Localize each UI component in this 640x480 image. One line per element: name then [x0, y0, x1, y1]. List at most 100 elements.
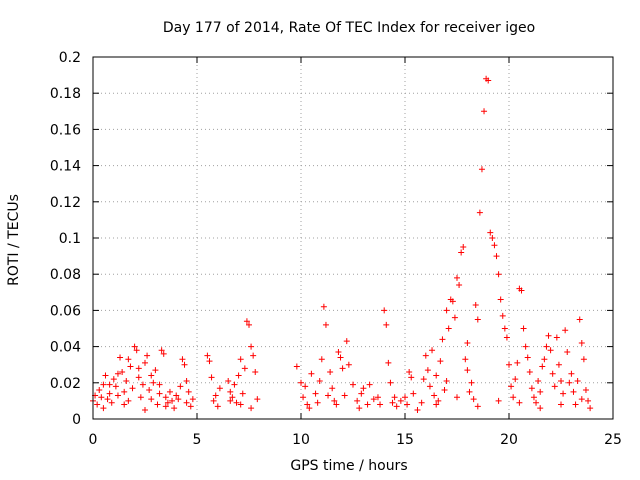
grid: [93, 57, 613, 419]
data-point: [470, 396, 477, 403]
data-point: [535, 377, 542, 384]
data-point: [537, 405, 544, 412]
data-point: [366, 381, 373, 388]
data-point: [443, 377, 450, 384]
data-point: [293, 363, 300, 370]
data-point: [397, 397, 404, 404]
data-point: [100, 405, 107, 412]
data-point: [148, 396, 155, 403]
y-tick-label: 0.18: [50, 86, 81, 102]
data-point: [474, 316, 481, 323]
data-point: [350, 381, 356, 388]
x-tick-label: 0: [89, 432, 98, 448]
data-point: [125, 397, 132, 404]
data-point: [508, 383, 515, 390]
data-point: [472, 301, 479, 308]
data-point: [404, 401, 411, 408]
x-axis-label: GPS time / hours: [290, 458, 407, 474]
data-point: [175, 396, 182, 403]
y-tick-label: 0.06: [50, 303, 81, 319]
data-point: [144, 352, 151, 359]
data-point: [229, 394, 236, 401]
data-point: [524, 354, 531, 361]
data-point: [127, 363, 134, 370]
data-point: [574, 377, 581, 384]
y-tick-label: 0.14: [50, 159, 81, 175]
data-point: [121, 388, 128, 395]
data-point: [327, 368, 334, 375]
x-tick-label: 5: [193, 432, 202, 448]
data-point: [429, 347, 436, 354]
data-point: [248, 343, 255, 350]
data-point: [551, 383, 558, 390]
data-point: [445, 325, 452, 332]
data-point: [537, 388, 544, 395]
data-point: [154, 401, 161, 408]
data-point: [298, 379, 304, 386]
data-point: [208, 374, 215, 381]
y-tick-label: 0.1: [59, 231, 81, 247]
data-point: [214, 403, 221, 410]
data-point: [133, 347, 140, 354]
data-point: [243, 318, 250, 325]
data-point: [337, 354, 344, 361]
data-point: [314, 399, 321, 406]
data-point: [464, 367, 471, 374]
data-point: [106, 390, 113, 397]
data-point: [302, 383, 309, 390]
data-point: [408, 374, 415, 381]
data-point: [514, 359, 521, 366]
data-point: [374, 394, 381, 401]
data-point: [520, 325, 527, 332]
data-point: [254, 396, 261, 403]
axis-ticks: 0 0.02 0.04 0.06 0.08 0.1 0.12 0.14 0.16 0.18 0.2 0…: [50, 50, 622, 448]
data-point: [387, 379, 394, 386]
data-point: [162, 394, 169, 401]
data-point: [148, 372, 155, 379]
data-point: [316, 377, 323, 384]
data-point: [235, 372, 242, 379]
data-point: [341, 392, 348, 399]
data-point: [237, 356, 244, 363]
data-point: [435, 397, 442, 404]
data-point: [549, 370, 556, 377]
data-point: [210, 397, 217, 404]
data-point: [391, 394, 398, 401]
data-point: [506, 361, 512, 368]
data-point: [239, 390, 246, 397]
data-point: [547, 347, 554, 354]
data-point: [335, 349, 342, 356]
data-point: [439, 336, 446, 343]
data-point: [137, 394, 144, 401]
data-point: [125, 356, 132, 363]
data-point: [456, 282, 463, 289]
data-point: [160, 350, 167, 357]
data-point: [183, 399, 190, 406]
data-point: [578, 339, 585, 346]
data-point: [433, 372, 440, 379]
data-point: [345, 361, 352, 368]
data-point: [189, 396, 196, 403]
data-point: [414, 406, 421, 413]
data-point: [135, 365, 142, 372]
data-point: [497, 296, 504, 303]
data-point: [582, 387, 589, 394]
data-point: [320, 303, 327, 310]
data-point: [443, 307, 450, 314]
data-point: [156, 390, 163, 397]
data-point: [510, 394, 517, 401]
data-point: [526, 368, 533, 375]
data-point: [454, 274, 460, 281]
x-tick-label: 20: [500, 432, 518, 448]
data-point: [131, 343, 138, 350]
data-point: [227, 388, 234, 395]
data-point: [383, 321, 390, 328]
data-point: [100, 381, 107, 388]
data-point: [495, 397, 502, 404]
data-point: [566, 379, 573, 386]
data-point: [558, 377, 564, 384]
x-tick-label: 25: [604, 432, 622, 448]
data-point: [491, 242, 498, 249]
data-point: [530, 394, 537, 401]
data-point: [495, 271, 502, 278]
